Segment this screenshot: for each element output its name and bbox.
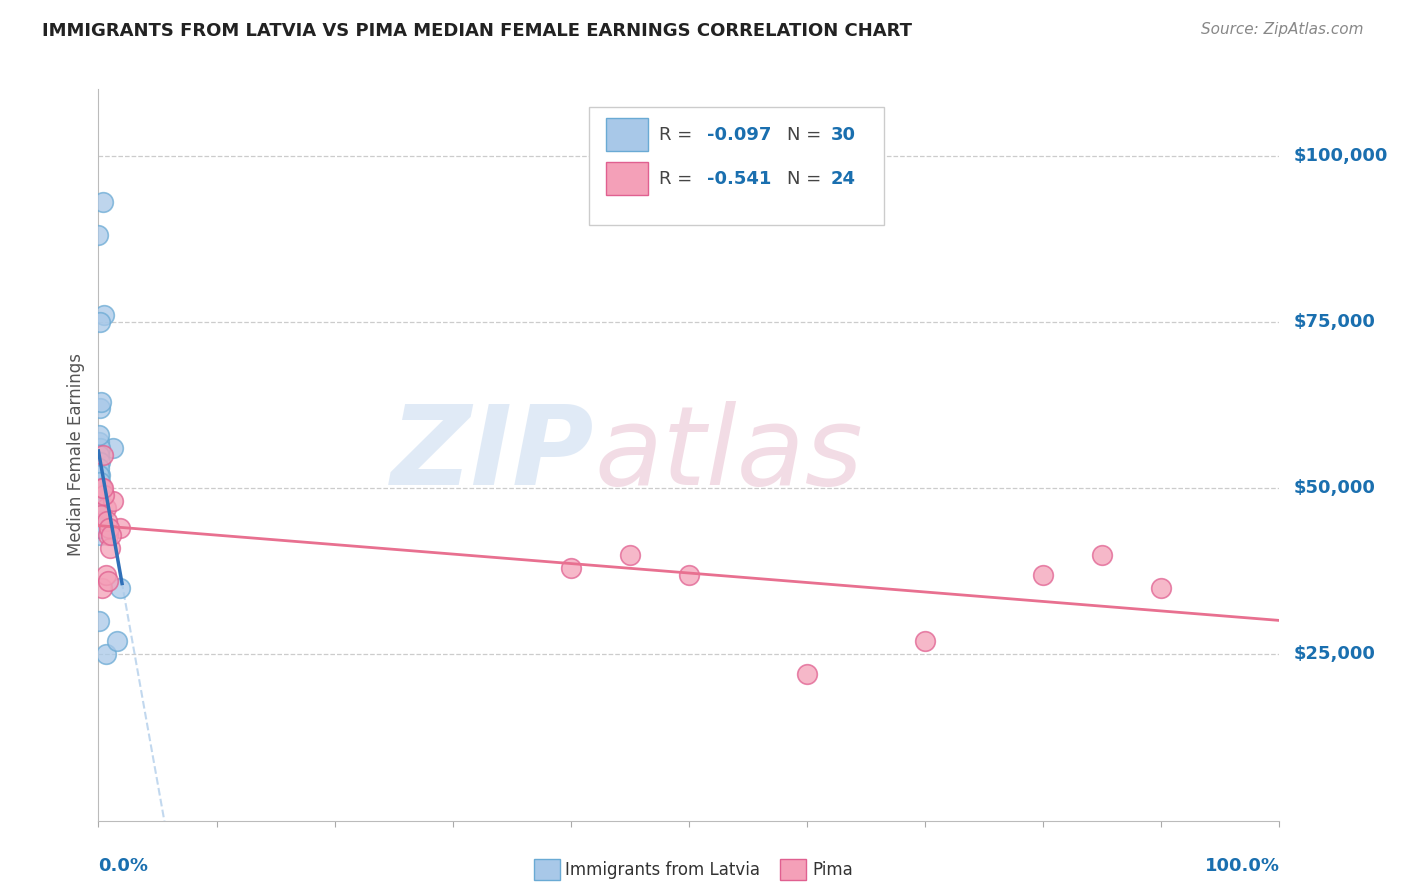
- Point: [87, 614, 110, 628]
- Point: [89, 467, 111, 482]
- Point: [89, 401, 111, 416]
- Text: N =: N =: [787, 126, 827, 144]
- Point: [101, 442, 124, 456]
- Point: [90, 508, 112, 522]
- Text: R =: R =: [659, 126, 699, 144]
- Point: [87, 434, 110, 449]
- Point: [90, 521, 112, 535]
- Point: [89, 521, 111, 535]
- Point: [89, 467, 111, 482]
- Point: [96, 515, 118, 529]
- Point: [87, 228, 110, 243]
- Point: [91, 581, 114, 595]
- Text: $25,000: $25,000: [1294, 646, 1375, 664]
- Text: 30: 30: [831, 126, 856, 144]
- Point: [105, 634, 128, 648]
- Bar: [606, 119, 648, 152]
- Point: [89, 461, 111, 475]
- Point: [94, 567, 117, 582]
- Point: [89, 527, 111, 541]
- Y-axis label: Median Female Earnings: Median Female Earnings: [66, 353, 84, 557]
- Point: [89, 515, 111, 529]
- Text: -0.541: -0.541: [707, 170, 770, 188]
- Point: [91, 481, 114, 495]
- Point: [560, 561, 582, 575]
- Point: [89, 475, 111, 489]
- Bar: [606, 162, 648, 195]
- Text: Immigrants from Latvia: Immigrants from Latvia: [565, 861, 761, 879]
- Point: [1032, 567, 1054, 582]
- Text: 0.0%: 0.0%: [98, 857, 149, 875]
- Point: [101, 494, 124, 508]
- Text: $75,000: $75,000: [1294, 313, 1375, 331]
- Text: -0.097: -0.097: [707, 126, 770, 144]
- Point: [90, 394, 112, 409]
- Point: [108, 581, 131, 595]
- Text: $100,000: $100,000: [1294, 146, 1388, 165]
- Point: [87, 508, 110, 522]
- Text: 100.0%: 100.0%: [1205, 857, 1279, 875]
- Point: [93, 488, 115, 502]
- Point: [98, 521, 121, 535]
- Point: [97, 527, 120, 541]
- Point: [89, 315, 111, 329]
- Point: [89, 442, 111, 456]
- FancyBboxPatch shape: [589, 108, 884, 225]
- Point: [97, 574, 120, 589]
- Point: [91, 448, 114, 462]
- Point: [796, 667, 818, 681]
- Text: Pima: Pima: [813, 861, 853, 879]
- Point: [98, 541, 121, 555]
- Text: $50,000: $50,000: [1294, 479, 1375, 497]
- Point: [94, 501, 117, 516]
- Point: [89, 494, 111, 508]
- Point: [89, 454, 111, 468]
- Point: [89, 481, 111, 495]
- Point: [87, 448, 110, 462]
- Point: [91, 481, 114, 495]
- Point: [1150, 581, 1173, 595]
- Point: [100, 527, 122, 541]
- Point: [87, 428, 110, 442]
- Text: IMMIGRANTS FROM LATVIA VS PIMA MEDIAN FEMALE EARNINGS CORRELATION CHART: IMMIGRANTS FROM LATVIA VS PIMA MEDIAN FE…: [42, 22, 912, 40]
- Point: [89, 475, 111, 489]
- Text: atlas: atlas: [595, 401, 863, 508]
- Point: [94, 648, 117, 662]
- Point: [619, 548, 641, 562]
- Point: [108, 521, 131, 535]
- Text: N =: N =: [787, 170, 827, 188]
- Point: [93, 308, 115, 322]
- Text: 24: 24: [831, 170, 856, 188]
- Point: [91, 195, 114, 210]
- Point: [678, 567, 700, 582]
- Point: [87, 501, 110, 516]
- Text: ZIP: ZIP: [391, 401, 595, 508]
- Text: Source: ZipAtlas.com: Source: ZipAtlas.com: [1201, 22, 1364, 37]
- Text: R =: R =: [659, 170, 699, 188]
- Point: [914, 634, 936, 648]
- Point: [1091, 548, 1114, 562]
- Point: [89, 488, 111, 502]
